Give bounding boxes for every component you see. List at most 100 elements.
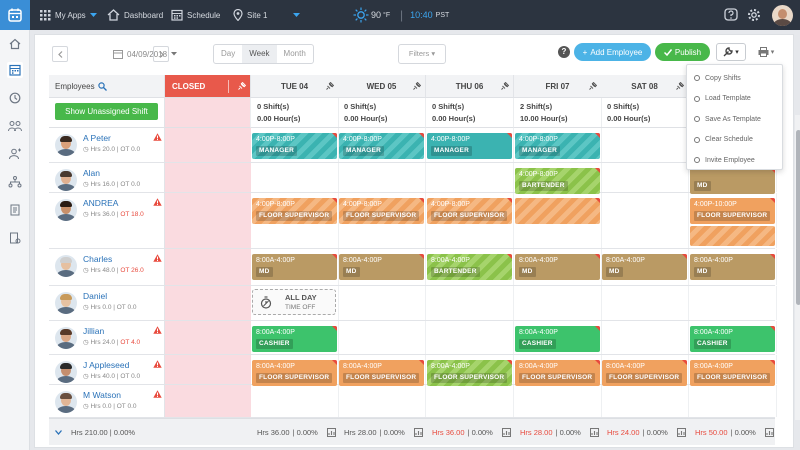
chart-icon[interactable] [321,428,336,437]
closed-cell[interactable] [165,321,251,354]
closed-cell[interactable] [165,193,251,248]
shift-block[interactable]: 8:00A-4:00P FLOOR SUPERVISOR [515,360,600,386]
employee-name[interactable]: J Appleseed [83,360,130,370]
shift-block[interactable]: MD [690,168,775,194]
employee-name[interactable]: Charles [83,254,113,264]
show-unassigned-button[interactable]: Show Unassigned Shift [55,103,158,120]
shift-block[interactable]: 8:00A-4:00P MD [690,254,775,280]
settings-button[interactable] [747,0,761,30]
closed-cell[interactable] [165,286,251,320]
dashboard-link[interactable]: Dashboard [107,0,163,30]
shift-block[interactable]: 8:00A-4:00P CASHIER [515,326,600,352]
pin-icon[interactable] [413,81,422,92]
pin-icon[interactable] [501,81,510,92]
shift-block[interactable]: 8:00A-4:00P MD [602,254,687,280]
tools-menu-item[interactable]: Copy Shifts [687,68,784,88]
chart-icon[interactable] [408,428,423,437]
publish-button[interactable]: Publish [655,43,710,61]
closed-cell[interactable] [165,355,251,384]
shift-block[interactable]: 4:00P-8:00P FLOOR SUPERVISOR [427,198,512,224]
tab-month[interactable]: Month [283,49,306,58]
print-button[interactable]: ▾ [753,43,779,61]
sidebar-item-employees[interactable] [7,146,23,162]
pin-icon[interactable] [589,81,598,92]
shift-block[interactable]: 8:00A-4:00P FLOOR SUPERVISOR [602,360,687,386]
time-off-block[interactable]: ALL DAY TIME OFF [252,289,336,315]
sidebar-item-org[interactable] [7,174,23,190]
shift-block[interactable]: 8:00A-4:00P FLOOR SUPERVISOR [339,360,424,386]
warning-icon[interactable] [153,133,162,143]
shift-block[interactable] [515,198,600,224]
sidebar-item-home[interactable] [7,36,23,52]
closed-cell[interactable] [165,249,251,285]
warning-icon[interactable] [153,254,162,264]
employee-name[interactable]: Daniel [83,291,108,301]
warning-icon[interactable] [153,360,162,370]
day-header[interactable]: WED 05 [338,75,426,98]
scrollbar-thumb[interactable] [796,130,800,305]
sidebar-item-team[interactable] [7,118,23,134]
pin-icon[interactable] [676,81,685,92]
shift-block[interactable]: 8:00A-4:00P BARTENDER [427,254,512,280]
shift-block[interactable]: 8:00A-4:00P FLOOR SUPERVISOR [252,360,337,386]
warning-icon[interactable] [153,198,162,208]
closed-cell[interactable] [165,163,251,192]
my-apps-menu[interactable]: My Apps [40,0,97,30]
avatar[interactable] [55,292,77,314]
prev-week-button[interactable] [52,46,68,62]
shift-block[interactable]: 4:00P-8:00P MANAGER [339,133,424,159]
shift-block[interactable]: 8:00A-4:00P MD [515,254,600,280]
day-header[interactable]: FRI 07 [514,75,602,98]
shift-block[interactable]: 8:00A-4:00P FLOOR SUPERVISOR [427,360,512,386]
warning-icon[interactable] [153,326,162,336]
day-header[interactable]: THU 06 [426,75,514,98]
avatar[interactable] [55,134,77,156]
day-header[interactable]: TUE 04 [251,75,339,98]
day-header[interactable]: SAT 08 [601,75,689,98]
chart-icon[interactable] [496,428,511,437]
search-icon[interactable] [97,81,107,91]
shift-block[interactable]: 8:00A-4:00P CASHIER [252,326,337,352]
tab-week[interactable]: Week [242,45,277,63]
shift-block[interactable]: 4:00P-8:00P BARTENDER [515,168,600,194]
tools-menu-item[interactable]: Invite Employee [687,150,784,170]
schedule-link[interactable]: Schedule [171,0,220,30]
avatar[interactable] [55,255,77,277]
sidebar-item-time-clock[interactable] [7,90,23,106]
shift-block[interactable]: 4:00P-10:00P FLOOR SUPERVISOR [690,198,775,224]
chevron-down-icon[interactable] [55,430,62,435]
next-week-button[interactable] [153,46,169,62]
shift-block[interactable]: 8:00A-4:00P CASHIER [690,326,775,352]
add-employee-button[interactable]: + Add Employee [574,43,651,61]
site-selector[interactable]: Site 1 [233,0,301,30]
sidebar-item-settings[interactable] [7,230,23,246]
help-button[interactable] [724,0,738,30]
avatar[interactable] [55,361,77,383]
employee-name[interactable]: A Peter [83,133,111,143]
tools-dropdown-button[interactable]: ▾ [716,43,746,61]
filters-dropdown[interactable]: Filters ▾ [398,44,446,64]
employee-name[interactable]: M Watson [83,390,121,400]
chart-icon[interactable] [584,428,599,437]
shift-block[interactable]: 8:00A-4:00P MD [339,254,424,280]
shift-block[interactable]: 4:00P-8:00P MANAGER [252,133,337,159]
user-avatar[interactable] [772,0,793,30]
pin-icon[interactable] [326,81,335,92]
help-icon[interactable]: ? [558,46,570,58]
warning-icon[interactable] [153,390,162,400]
employee-name[interactable]: ANDREA [83,198,119,208]
shift-block[interactable]: 4:00P-8:00P FLOOR SUPERVISOR [339,198,424,224]
employee-name[interactable]: Alan [83,168,101,178]
chart-icon[interactable] [671,428,686,437]
shift-block[interactable]: 4:00P-8:00P FLOOR SUPERVISOR [252,198,337,224]
closed-cell[interactable] [165,128,251,162]
tools-menu-item[interactable]: Save As Template [687,109,784,129]
chart-icon[interactable] [759,428,774,437]
tools-menu-item[interactable]: Load Template [687,89,784,109]
sidebar-item-schedule[interactable] [7,62,23,78]
app-logo[interactable] [0,0,30,30]
closed-cell[interactable] [165,385,251,417]
avatar[interactable] [55,391,77,413]
avatar[interactable] [55,169,77,191]
pin-icon[interactable] [238,82,246,90]
